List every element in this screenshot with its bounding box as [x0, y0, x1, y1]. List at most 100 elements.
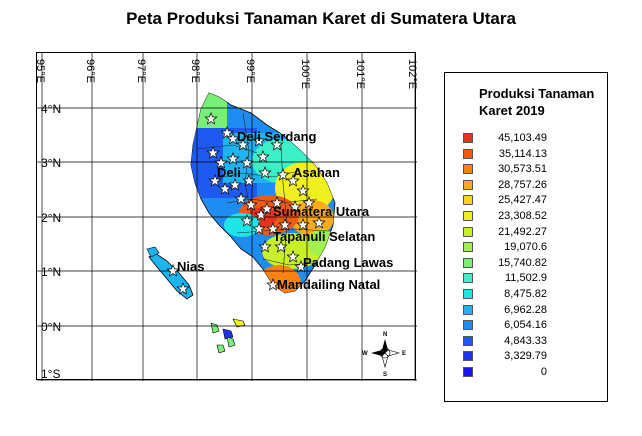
map-frame: 95°E 96°E 97°E 98°E 99°E 100°E 101°E 102…: [36, 52, 417, 381]
label-nias: Nias: [177, 259, 204, 274]
district-star-icon: [206, 146, 220, 159]
legend-label: 6,054.16: [504, 319, 547, 332]
legend-item: 6,962.28: [463, 304, 603, 317]
compass-n: N: [383, 332, 387, 338]
legend-swatch: [463, 179, 473, 190]
legend-title: Produksi Tanaman Karet 2019: [479, 86, 595, 118]
district-star-icon: [234, 192, 248, 205]
legend-item: 45,103.49: [463, 132, 603, 145]
legend-swatch: [463, 273, 473, 284]
label-deli-serdang: Deli Serdang: [237, 129, 317, 144]
legend-swatch: [463, 211, 473, 221]
legend-item: 6,054.16: [463, 319, 603, 332]
label-tapanuli-selatan: Tapanuli Selatan: [273, 229, 375, 244]
district-star-icon: [276, 168, 290, 181]
legend-item: 23,308.52: [463, 210, 603, 223]
legend-item: 21,492.27: [463, 226, 603, 239]
lat-label-1s: 1°S: [41, 367, 60, 381]
legend-item: 3,329.79: [463, 350, 603, 363]
map-canvas: 95°E 96°E 97°E 98°E 99°E 100°E 101°E 102…: [37, 53, 417, 381]
compass-rose-icon: N S E W: [362, 332, 406, 378]
district-star-icon: [296, 184, 310, 197]
compass-w: W: [362, 351, 368, 357]
district-star-icon: [220, 126, 234, 139]
district-star-icon: [258, 240, 272, 253]
district-star-icon: [270, 196, 284, 209]
district-markers: [166, 112, 326, 295]
lon-label-99: 99°E: [244, 59, 256, 83]
legend-item: 8,475.82: [463, 288, 603, 301]
label-deli: Deli: [217, 165, 241, 180]
legend-swatch: [463, 195, 473, 206]
legend-label: 25,427.47: [498, 194, 547, 207]
lat-label-4n: 4°N: [41, 102, 61, 116]
legend-item: 0: [463, 366, 603, 379]
district-star-icon: [228, 178, 242, 191]
legend-swatch: [463, 164, 473, 175]
legend-label: 19,070.6: [504, 241, 547, 254]
label-asahan: Asahan: [293, 165, 340, 180]
district-star-icon: [242, 174, 256, 187]
district-star-icon: [270, 138, 284, 151]
district-star-icon: [256, 150, 270, 163]
district-star-icon: [260, 202, 274, 215]
batu-islands: [210, 318, 246, 354]
district-star-icon: [296, 218, 310, 231]
district-star-icon: [166, 264, 180, 277]
legend-swatch: [463, 304, 473, 315]
legend-label: 23,308.52: [498, 210, 547, 222]
lon-label-97: 97°E: [135, 59, 147, 83]
label-mandailing-natal: Mandailing Natal: [277, 277, 380, 292]
legend-item: 15,740.82: [463, 257, 603, 270]
lat-label-0n: 0°N: [41, 320, 61, 334]
district-borders: [196, 112, 330, 274]
legend-swatch: [463, 133, 473, 143]
legend-label: 45,103.49: [498, 132, 547, 144]
legend-item: 4,843.33: [463, 335, 603, 348]
legend-label: 8,475.82: [504, 288, 547, 300]
lon-label-100: 100°E: [299, 59, 311, 89]
lon-label-96: 96°E: [84, 59, 96, 83]
legend-item: 11,502.9: [463, 272, 603, 285]
legend-label: 30,573.51: [498, 163, 547, 176]
label-padang-lawas: Padang Lawas: [303, 255, 393, 270]
graticule: [37, 53, 417, 381]
district-star-icon: [266, 222, 280, 235]
district-star-icon: [286, 174, 300, 187]
legend-item: 35,114.13: [463, 148, 603, 161]
district-star-icon: [286, 250, 300, 263]
longitude-labels: 95°E 96°E 97°E 98°E 99°E 100°E 101°E 102…: [37, 59, 417, 89]
legend-swatch: [463, 257, 473, 268]
legend-item: 28,757.26: [463, 179, 603, 192]
latitude-labels: 4°N 3°N 2°N 1°N 0°N 1°S: [41, 102, 61, 381]
legend-item: 19,070.6: [463, 241, 603, 254]
district-star-icon: [258, 166, 272, 179]
lon-label-98: 98°E: [189, 59, 201, 83]
legend-swatch: [463, 367, 473, 377]
district-star-icon: [226, 132, 240, 145]
district-star-icon: [278, 218, 292, 231]
district-star-icon: [214, 156, 228, 169]
lon-label-102: 102°E: [406, 59, 417, 89]
legend-label: 28,757.26: [498, 178, 547, 191]
legend-label: 35,114.13: [498, 147, 547, 160]
district-star-icon: [236, 138, 250, 151]
compass-e: E: [402, 351, 406, 357]
district-star-icon: [226, 152, 240, 165]
district-star-icon: [266, 278, 280, 291]
district-star-icon: [302, 196, 316, 209]
legend-label: 6,962.28: [504, 303, 547, 316]
legend-item: 25,427.47: [463, 194, 603, 207]
legend-label: 15,740.82: [498, 256, 547, 269]
label-sumatera-utara: Sumatera Utara: [273, 204, 370, 219]
district-star-icon: [244, 198, 258, 211]
legend-item: 30,573.51: [463, 163, 603, 176]
small-island-west: [146, 246, 160, 258]
district-star-icon: [240, 156, 254, 169]
district-star-icon: [252, 134, 266, 147]
legend-swatch: [463, 148, 473, 159]
lat-label-3n: 3°N: [41, 156, 61, 170]
legend-panel: Produksi Tanaman Karet 2019 45,103.49 35,…: [444, 72, 608, 402]
place-labels: Deli Serdang Deli Asahan Sumatera Utara …: [177, 129, 393, 292]
district-star-icon: [312, 216, 326, 229]
